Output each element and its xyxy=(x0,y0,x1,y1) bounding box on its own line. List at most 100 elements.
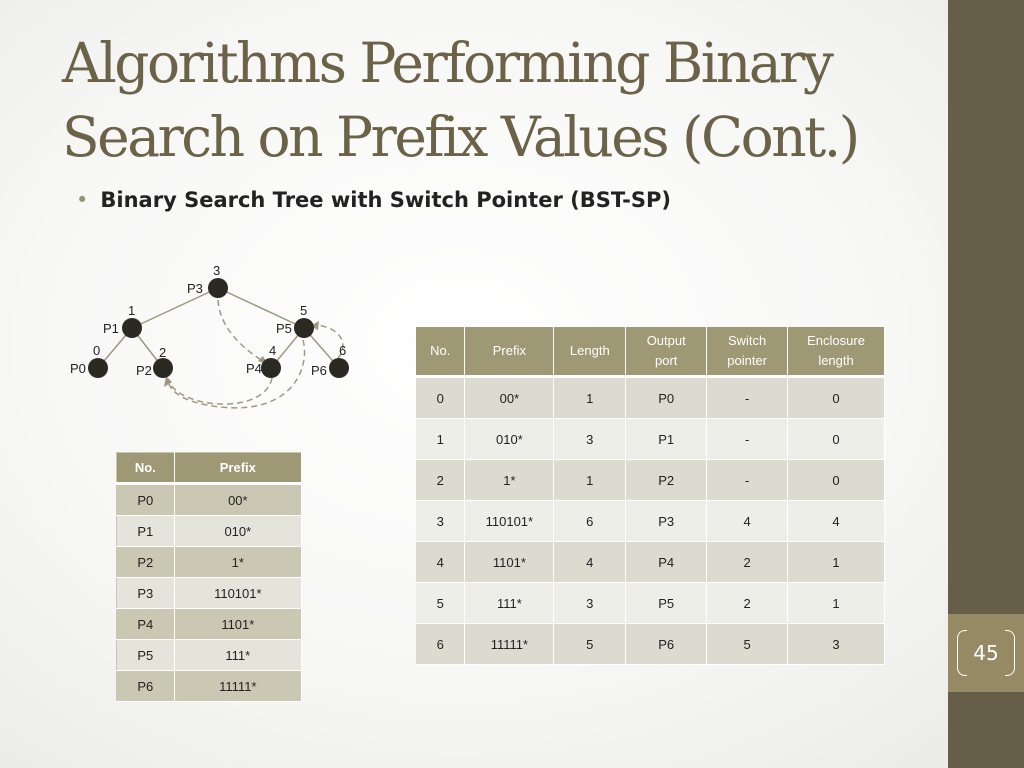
page-number-box xyxy=(948,614,1024,692)
table-cell: P5 xyxy=(116,639,175,671)
table-cell: 3 xyxy=(416,500,466,542)
table-cell: P6 xyxy=(625,623,708,665)
table-cell: 0 xyxy=(787,418,885,460)
tree-edge xyxy=(217,287,305,329)
tree-node-number: 2 xyxy=(159,345,166,360)
tree-node-label: P4 xyxy=(246,361,262,376)
column-header: Length xyxy=(553,327,627,378)
tree-node-p3 xyxy=(208,278,228,298)
tree-node-p0 xyxy=(88,358,108,378)
table-cell: 1* xyxy=(174,546,303,578)
table-row: P3 110101* xyxy=(116,577,303,609)
column-header: Switch pointer xyxy=(706,327,789,378)
table-cell: P0 xyxy=(625,376,708,419)
table-cell: 6 xyxy=(553,500,627,542)
table-row: 0 00* 1 P0-0 xyxy=(416,376,885,419)
table-cell: P2 xyxy=(625,459,708,501)
column-header: Prefix xyxy=(174,452,303,485)
table-row: P6 11111* xyxy=(116,670,303,702)
table-cell: 1 xyxy=(553,376,627,419)
table-cell: 1101* xyxy=(464,541,555,583)
table-cell: 4 xyxy=(416,541,466,583)
table-cell: P3 xyxy=(116,577,175,609)
table-cell: 111* xyxy=(174,639,303,671)
tree-node-number: 1 xyxy=(128,303,135,318)
table-row: 1 010* 3 P1-0 xyxy=(416,418,885,460)
table-row: P2 1* xyxy=(116,546,303,578)
table-cell: 2 xyxy=(416,459,466,501)
tree-node-number: 3 xyxy=(213,263,220,278)
table-cell: 3 xyxy=(787,623,885,665)
table-cell: 110101* xyxy=(174,577,303,609)
column-header: Output port xyxy=(625,327,708,378)
table-cell: 5 xyxy=(416,582,466,624)
bst-tree-diagram: 3 P3 1 P1 5 P5 0 P0 2 P2 4 P4 6 P6 xyxy=(70,263,349,409)
table-cell: P4 xyxy=(116,608,175,640)
table-cell: 11111* xyxy=(464,623,555,665)
table-header-row: No. Prefix Length Output port Switch point… xyxy=(416,327,885,378)
switch-pointer-arrow xyxy=(167,377,273,405)
switch-pointer-arrow xyxy=(217,299,267,364)
table-cell: P6 xyxy=(116,670,175,702)
tree-node-number: 6 xyxy=(339,343,346,358)
column-header: No. xyxy=(116,452,175,485)
page-number: 45 xyxy=(973,641,999,665)
table-row: 4 1101* 4 P4 2 1 xyxy=(416,541,885,583)
table-cell: 4 xyxy=(553,541,627,583)
table-row: P0 00* xyxy=(116,483,303,516)
table-cell: 4 xyxy=(787,500,885,542)
table-cell: 010* xyxy=(174,515,303,547)
table-cell: 6 xyxy=(416,623,466,665)
bullet-dot-icon: • xyxy=(76,188,89,212)
tree-node-label: P3 xyxy=(187,281,203,296)
table-cell: - xyxy=(706,418,789,460)
table-cell: 2 xyxy=(706,582,789,624)
tree-node-number: 5 xyxy=(300,303,307,318)
table-cell: P1 xyxy=(625,418,708,460)
tree-node-label: P5 xyxy=(276,321,292,336)
table-cell: 2 xyxy=(706,541,789,583)
table-row: 5 111* 3 P5 2 1 xyxy=(416,582,885,624)
tree-node-label: P1 xyxy=(103,321,119,336)
arrowhead-icon xyxy=(164,376,172,387)
prefix-table: No. Prefix P0 00* P1 010* P2 1* P3 110101* P… xyxy=(116,452,303,702)
tree-node-p5 xyxy=(294,318,314,338)
table-cell: 1 xyxy=(787,582,885,624)
column-header: Enclosure length xyxy=(787,327,885,378)
table-cell: P0 xyxy=(116,483,175,516)
table-cell: 00* xyxy=(174,483,303,516)
tree-edge xyxy=(131,287,219,329)
table-cell: 5 xyxy=(706,623,789,665)
table-cell: 0 xyxy=(787,459,885,501)
table-cell: 111* xyxy=(464,582,555,624)
tree-node-label: P2 xyxy=(136,363,152,378)
switch-pointer-arrow xyxy=(311,324,344,359)
table-row: 2 1* 1 P2-0 xyxy=(416,459,885,501)
tree-node-p6 xyxy=(329,358,349,378)
tree-node-label: P0 xyxy=(70,361,86,376)
table-cell: 00* xyxy=(464,376,555,419)
column-header: Prefix xyxy=(464,327,555,378)
table-row: P4 1101* xyxy=(116,608,303,640)
table-cell: 3 xyxy=(553,582,627,624)
table-cell: 0 xyxy=(787,376,885,419)
table-cell: - xyxy=(706,376,789,419)
table-cell: P1 xyxy=(116,515,175,547)
switch-pointer-arrow xyxy=(167,339,306,409)
table-cell: P5 xyxy=(625,582,708,624)
table-cell: 1 xyxy=(787,541,885,583)
tree-node-p2 xyxy=(153,358,173,378)
table-row: 6 11111* 5 P6 5 3 xyxy=(416,623,885,665)
table-cell: 3 xyxy=(553,418,627,460)
table-cell: P2 xyxy=(116,546,175,578)
table-row: P5 111* xyxy=(116,639,303,671)
table-cell: 5 xyxy=(553,623,627,665)
tree-node-p1 xyxy=(122,318,142,338)
arrowhead-icon xyxy=(310,321,319,330)
tree-node-number: 0 xyxy=(93,343,100,358)
table-cell: 1* xyxy=(464,459,555,501)
table-row: P1 010* xyxy=(116,515,303,547)
table-cell: 11111* xyxy=(174,670,303,702)
table-cell: 1 xyxy=(416,418,466,460)
tree-node-p4 xyxy=(261,358,281,378)
